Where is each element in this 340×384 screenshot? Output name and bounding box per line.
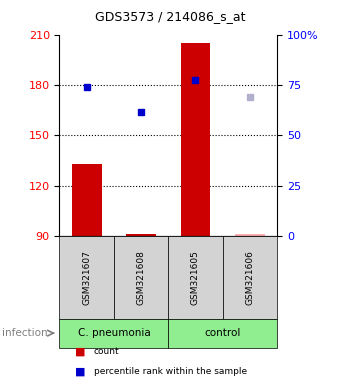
Text: ■: ■ [75,346,85,356]
Bar [181,43,210,236]
Text: control: control [205,328,241,338]
Text: GDS3573 / 214086_s_at: GDS3573 / 214086_s_at [95,10,245,23]
Bar [72,164,102,236]
Text: GSM321606: GSM321606 [245,250,254,305]
Text: count: count [94,347,119,356]
Text: infection: infection [2,328,47,338]
Text: GSM321608: GSM321608 [137,250,146,305]
Text: GSM321607: GSM321607 [82,250,91,305]
Bar [126,235,156,236]
Text: GSM321605: GSM321605 [191,250,200,305]
Text: C. pneumonia: C. pneumonia [78,328,150,338]
Text: ■: ■ [75,366,85,376]
Text: percentile rank within the sample: percentile rank within the sample [94,367,246,376]
Bar [235,235,265,236]
